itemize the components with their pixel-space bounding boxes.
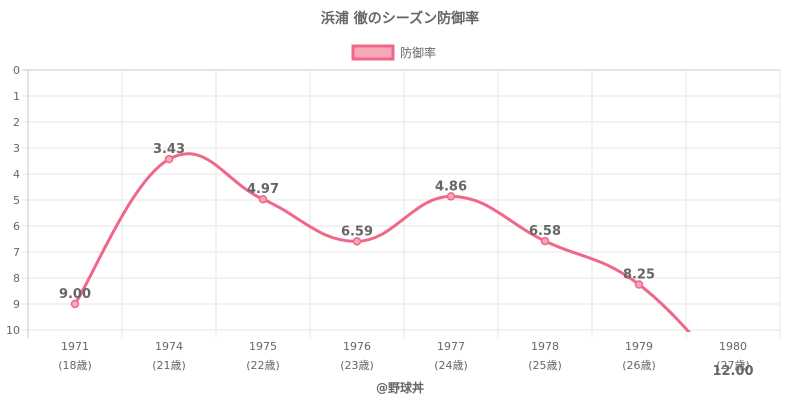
- y-tick-label: 5: [13, 194, 20, 207]
- y-tick-label: 0: [13, 64, 20, 77]
- credit-text: @野球丼: [376, 380, 424, 395]
- x-tick-label: 1978: [531, 340, 559, 353]
- data-point: [164, 154, 174, 164]
- x-tick-sublabel: (25歳): [528, 359, 562, 372]
- x-tick-label: 1975: [249, 340, 277, 353]
- chart-title: 浜浦 徹のシーズン防御率: [321, 10, 479, 27]
- x-tick-sublabel: (26歳): [622, 359, 656, 372]
- legend-label: 防御率: [400, 45, 436, 60]
- data-point: [352, 237, 362, 246]
- x-tick-label: 1971: [61, 340, 89, 353]
- x-tick-label: 1979: [625, 340, 653, 353]
- data-point: [634, 280, 644, 289]
- data-label: 6.58: [529, 224, 561, 239]
- legend-swatch: [351, 44, 395, 61]
- data-label: 3.43: [153, 142, 185, 157]
- data-label: 9.00: [59, 287, 91, 302]
- data-label: 8.25: [623, 268, 655, 283]
- data-label: 12.00: [712, 364, 753, 379]
- x-tick-label: 1976: [343, 340, 371, 353]
- y-tick-label: 10: [6, 324, 20, 337]
- y-tick-label: 9: [13, 298, 20, 311]
- x-tick-sublabel: (24歳): [434, 359, 468, 372]
- x-tick-label: 1980: [719, 340, 747, 353]
- y-tick-label: 6: [13, 220, 20, 233]
- y-axis: 0 1 2 3 4 5 6 7 8 9 10: [6, 64, 20, 337]
- x-tick-sublabel: (23歳): [340, 359, 374, 372]
- x-tick-label: 1974: [155, 340, 183, 353]
- x-tick-sublabel: (27歳): [716, 359, 750, 372]
- x-tick-sublabel: (21歳): [152, 359, 186, 372]
- data-point: [446, 192, 456, 201]
- x-axis: 1971 (18歳) 1974 (21歳) 1975 (22歳) 1976 (23歳) 1977…: [58, 340, 750, 372]
- data-label: 4.86: [435, 179, 467, 194]
- x-tick-sublabel: (22歳): [246, 359, 280, 372]
- grid-lines: [22, 69, 781, 338]
- x-tick-label: 1977: [437, 340, 465, 353]
- data-label: 6.59: [341, 224, 373, 239]
- data-point: [70, 299, 80, 309]
- data-point: [258, 194, 268, 204]
- y-tick-label: 3: [13, 142, 20, 155]
- plot-area: 9.00 3.43 4.97 6.59 4.86 6.58 8.25 12.00: [59, 142, 754, 379]
- y-tick-label: 1: [13, 90, 20, 103]
- y-tick-label: 8: [13, 272, 20, 285]
- data-label: 4.97: [247, 182, 279, 197]
- x-tick-sublabel: (18歳): [58, 359, 92, 372]
- y-tick-label: 2: [13, 116, 20, 129]
- y-tick-label: 7: [13, 246, 20, 259]
- legend[interactable]: 防御率: [351, 44, 436, 61]
- y-tick-label: 4: [13, 168, 20, 181]
- data-point: [540, 236, 550, 246]
